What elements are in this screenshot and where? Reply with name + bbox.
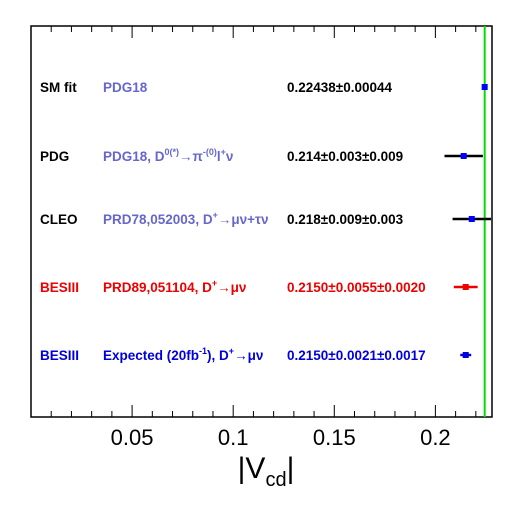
data-point [481, 84, 488, 90]
measurement-row: CLEO PRD78,052003, D+→μν+τν 0.218±0.009±0.… [40, 210, 491, 227]
result-value: 0.214±0.003±0.009 [287, 149, 403, 164]
experiment-label: PDG [40, 149, 69, 164]
data-point [460, 153, 467, 159]
measurement-row: BESIII Expected (20fb-1), D+→μν 0.2150±0.0… [40, 346, 472, 363]
reference-label: PDG18 [103, 80, 148, 95]
data-point [468, 216, 475, 222]
experiment-label: SM fit [40, 80, 77, 95]
x-tick-label: 0.15 [313, 425, 356, 450]
x-axis-tick-labels: 0.05 0.1 0.15 0.2 [111, 425, 451, 450]
reference-label: PRD89,051104, D+→μν [103, 278, 246, 295]
reference-label: PRD78,052003, D+→μν+τν [103, 210, 269, 227]
result-value: 0.2150±0.0055±0.0020 [287, 280, 426, 295]
x-tick-label: 0.1 [218, 425, 249, 450]
reference-label: PDG18, D0(*)→π-(0)l+ν [103, 147, 233, 164]
reference-label: Expected (20fb-1), D+→μν [103, 346, 263, 363]
measurement-row: BESIII PRD89,051104, D+→μν 0.2150±0.0055±0… [40, 278, 478, 295]
x-tick-label: 0.05 [111, 425, 154, 450]
result-value: 0.2150±0.0021±0.0017 [287, 348, 426, 363]
measurement-rows: SM fit PDG18 0.22438±0.00044 PDG PDG18, D0(*… [40, 80, 491, 363]
experiment-label: BESIII [40, 348, 79, 363]
plot-frame [30, 25, 493, 418]
data-point [462, 284, 469, 290]
measurement-row: SM fit PDG18 0.22438±0.00044 [40, 80, 488, 95]
x-axis-title: |Vcd| [238, 452, 295, 491]
experiment-label: CLEO [40, 212, 78, 227]
result-value: 0.218±0.009±0.003 [287, 212, 404, 227]
data-point [462, 352, 469, 358]
result-value: 0.22438±0.00044 [287, 80, 392, 95]
experiment-label: BESIII [40, 280, 79, 295]
x-axis-ticks [50, 26, 477, 417]
x-tick-label: 0.2 [420, 425, 451, 450]
measurement-row: PDG PDG18, D0(*)→π-(0)l+ν 0.214±0.003±0.00… [40, 147, 483, 164]
